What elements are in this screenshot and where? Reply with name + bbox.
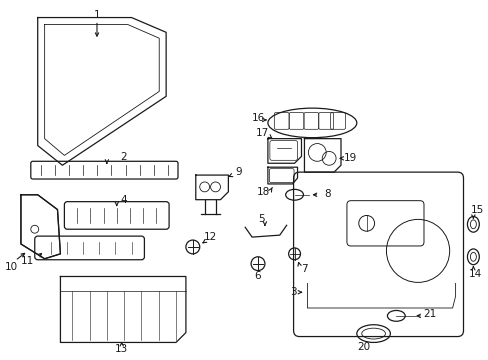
Text: 6: 6 (254, 271, 261, 282)
Text: 11: 11 (21, 256, 34, 266)
Text: 3: 3 (290, 287, 296, 297)
Text: 9: 9 (234, 167, 241, 177)
Text: 20: 20 (356, 342, 369, 352)
Text: 19: 19 (344, 153, 357, 163)
Text: 17: 17 (255, 128, 268, 138)
Text: 8: 8 (323, 189, 330, 199)
Text: 2: 2 (120, 152, 127, 162)
Text: 16: 16 (251, 113, 264, 123)
Text: 14: 14 (468, 269, 481, 279)
Text: 1: 1 (94, 10, 100, 19)
Text: 12: 12 (203, 232, 217, 242)
Text: 7: 7 (301, 264, 307, 274)
Text: 4: 4 (120, 195, 127, 205)
Text: 13: 13 (115, 345, 128, 354)
Text: 18: 18 (256, 187, 269, 197)
Text: 10: 10 (4, 262, 18, 272)
Text: 15: 15 (470, 204, 483, 215)
Text: 21: 21 (423, 309, 436, 319)
Text: 5: 5 (258, 215, 264, 224)
